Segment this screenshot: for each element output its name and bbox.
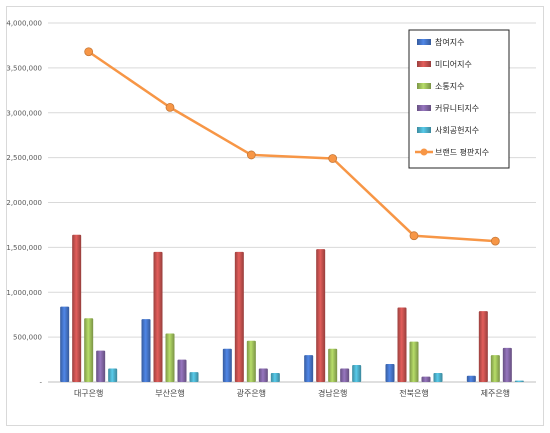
legend-label: 미디어지수 [435, 59, 472, 69]
legend-swatch [417, 39, 431, 45]
category-label: 부산은행 [155, 388, 184, 398]
bar-미디어지수-제주은행 [478, 311, 488, 382]
line-point-경남은행 [328, 154, 338, 163]
legend-label: 소통지수 [435, 82, 464, 91]
bar-사회공헌지수-부산은행 [189, 372, 199, 382]
bar-소통지수-광주은행 [246, 340, 256, 382]
bar-사회공헌지수-광주은행 [270, 373, 280, 382]
bar-미디어지수-광주은행 [234, 251, 244, 382]
bar-미디어지수-대구은행 [72, 234, 82, 382]
legend-box [408, 29, 510, 169]
legend-label: 참여지수 [435, 37, 464, 47]
y-tick-label: 3,000,000 [6, 109, 42, 117]
bar-미디어지수-경남은행 [316, 249, 326, 382]
bar-사회공헌지수-대구은행 [108, 368, 118, 382]
y-tick-label: 2,000,000 [6, 199, 42, 207]
legend-label: 커뮤니티지수 [435, 103, 479, 113]
line-point-부산은행 [165, 102, 175, 112]
line-point-제주은행 [490, 236, 500, 246]
line-point-대구은행 [84, 47, 94, 57]
bar-참여지수-경남은행 [304, 355, 314, 382]
bar-소통지수-제주은행 [490, 355, 500, 382]
bar-커뮤니티지수-광주은행 [258, 368, 268, 382]
bar-커뮤니티지수-전북은행 [421, 376, 431, 382]
legend-swatch [417, 61, 431, 67]
bar-참여지수-광주은행 [222, 348, 232, 382]
line-series [84, 47, 500, 246]
y-tick-label: 3,500,000 [6, 64, 42, 72]
bar-커뮤니티지수-제주은행 [502, 347, 512, 382]
y-tick-label: 4,000,000 [6, 20, 42, 28]
category-label: 대구은행 [74, 388, 103, 398]
bar-참여지수-부산은행 [141, 319, 151, 382]
y-tick-label: 1,000,000 [6, 289, 42, 297]
category-label: 제주은행 [481, 388, 510, 398]
category-label: 전북은행 [399, 388, 428, 398]
bar-series [60, 234, 524, 382]
y-tick-label: - [39, 379, 42, 387]
category-label: 광주은행 [237, 388, 266, 398]
legend-swatch [417, 127, 431, 133]
line-point-광주은행 [246, 150, 256, 160]
bar-소통지수-대구은행 [84, 318, 94, 382]
bar-참여지수-대구은행 [60, 306, 70, 382]
legend-swatch [417, 105, 431, 111]
line-point-전북은행 [409, 231, 419, 241]
line-브랜드 평판지수 [87, 50, 496, 243]
y-tick-label: 500,000 [13, 334, 42, 342]
category-label: 경남은행 [318, 388, 347, 398]
bar-사회공헌지수-제주은행 [514, 380, 524, 382]
bar-소통지수-경남은행 [328, 348, 338, 382]
bar-참여지수-제주은행 [466, 375, 476, 382]
bar-미디어지수-전북은행 [397, 307, 407, 382]
x-axis-category-labels: 대구은행 부산은행 광주은행 경남은행 전북은행 제주은행 [74, 388, 510, 398]
y-tick-label: 1,500,000 [6, 244, 42, 252]
legend-marker [420, 148, 428, 156]
bar-사회공헌지수-전북은행 [433, 373, 443, 382]
bar-소통지수-부산은행 [165, 333, 175, 382]
gridlines [48, 22, 536, 383]
y-tick-label: 2,500,000 [6, 154, 42, 162]
bar-사회공헌지수-경남은행 [352, 364, 362, 382]
y-axis-tick-labels: 4,000,000 3,500,000 3,000,000 2,500,000 2,00… [6, 20, 42, 387]
bar-소통지수-전북은행 [409, 341, 419, 382]
bar-커뮤니티지수-경남은행 [340, 368, 350, 382]
bar-커뮤니티지수-대구은행 [96, 350, 106, 382]
bar-커뮤니티지수-부산은행 [177, 359, 187, 382]
legend-label: 브랜드 평판지수 [435, 147, 489, 157]
bar-참여지수-전북은행 [385, 364, 395, 382]
bar-미디어지수-부산은행 [153, 251, 163, 382]
legend-swatch [417, 83, 431, 89]
legend-label: 사회공헌지수 [435, 126, 479, 135]
